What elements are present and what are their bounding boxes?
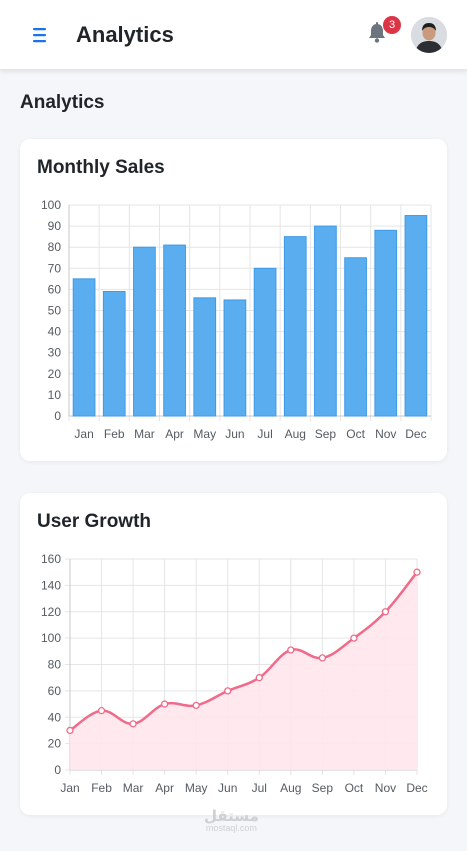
- sales-x-tick-label: Jul: [257, 427, 272, 441]
- growth-point-apr: [160, 700, 169, 708]
- user-growth-card: User Growth 0 20 40 60 80 100 120 140 160 Jan Feb M…: [20, 493, 447, 815]
- sales-x-tick-label: Jun: [225, 427, 244, 441]
- sales-y-tick-label: 70: [48, 261, 62, 275]
- watermark-text: مستقل: [204, 807, 259, 825]
- growth-x-tick-label: Aug: [280, 781, 301, 795]
- watermark-logo: مستقل mostaql.com: [204, 808, 259, 833]
- sales-y-tick-label: 60: [48, 282, 62, 296]
- sales-x-tick-label: Aug: [285, 427, 306, 441]
- growth-x-tick-label: Oct: [345, 781, 364, 795]
- page-title: Analytics: [20, 92, 105, 113]
- growth-y-tick-label: 140: [41, 578, 61, 592]
- sales-x-tick-label: Dec: [405, 427, 426, 441]
- monthly-sales-bar-chart: 0 10 20 30 40 50 60 70 80 90 100 Jan Feb Mar Apr May Jun…: [41, 198, 432, 441]
- sales-y-tick-label: 10: [48, 388, 62, 402]
- sales-y-tick-label: 80: [48, 240, 62, 254]
- growth-y-tick-label: 160: [41, 552, 61, 566]
- growth-x-tick-label: Jun: [218, 781, 237, 795]
- growth-x-tick-label: Apr: [155, 781, 174, 795]
- hamburger-menu-icon[interactable]: [30, 24, 50, 46]
- sales-x-tick-label: Jan: [74, 427, 93, 441]
- growth-point-jun: [224, 687, 232, 695]
- sales-bar-dec: [404, 215, 428, 417]
- user-avatar[interactable]: [411, 17, 447, 53]
- growth-y-tick-label: 100: [41, 631, 61, 645]
- sales-bar-may: [193, 297, 217, 417]
- sales-bar-aug: [283, 236, 307, 417]
- growth-area-fill: [70, 572, 417, 770]
- growth-point-feb: [97, 707, 106, 715]
- growth-point-oct: [350, 634, 358, 642]
- growth-y-tick-label: 80: [48, 658, 62, 672]
- sales-x-tick-label: Oct: [346, 427, 365, 441]
- growth-y-tick-label: 120: [41, 605, 61, 619]
- sales-y-tick-label: 0: [54, 409, 61, 423]
- growth-x-tick-label: Dec: [406, 781, 427, 795]
- sales-bar-jun: [223, 299, 247, 417]
- user-growth-line-chart: 0 20 40 60 80 100 120 140 160 Jan Feb Mar Apr May Jun J…: [41, 552, 428, 795]
- growth-point-jul: [255, 674, 263, 682]
- growth-x-tick-label: Sep: [312, 781, 334, 795]
- growth-x-tick-label: Nov: [375, 781, 396, 795]
- growth-y-tick-label: 0: [54, 763, 61, 777]
- sales-bar-jan: [72, 278, 96, 417]
- sales-y-tick-label: 90: [48, 219, 62, 233]
- sales-x-tick-label: May: [193, 427, 216, 441]
- growth-point-nov: [381, 608, 390, 616]
- sales-x-tick-label: Apr: [165, 427, 184, 441]
- growth-point-jan: [66, 726, 74, 735]
- sales-x-tick-label: Sep: [315, 427, 337, 441]
- top-app-bar: Analytics 3: [0, 0, 467, 70]
- growth-x-tick-label: Jul: [252, 781, 267, 795]
- growth-point-aug: [287, 646, 295, 654]
- sales-bar-mar: [133, 246, 156, 417]
- growth-point-may: [192, 701, 200, 710]
- sales-y-tick-label: 100: [41, 198, 61, 212]
- growth-point-sep: [318, 654, 327, 662]
- growth-y-tick-label: 20: [48, 737, 62, 751]
- notification-badge: 3: [383, 16, 401, 34]
- growth-x-tick-label: Mar: [123, 781, 144, 795]
- growth-point-dec: [413, 568, 421, 576]
- user-growth-title: User Growth: [37, 511, 152, 532]
- growth-y-tick-label: 60: [48, 684, 62, 698]
- app-title: Analytics: [76, 22, 174, 47]
- sales-bar-apr: [163, 244, 186, 417]
- bell-icon[interactable]: [364, 20, 390, 46]
- sales-x-tick-label: Mar: [134, 427, 155, 441]
- sales-bar-sep: [314, 225, 337, 417]
- monthly-sales-card: Monthly Sales 0 10 20 30 40 50 60 70 80 90 100 Jan F…: [20, 139, 447, 461]
- growth-point-mar: [129, 720, 137, 728]
- sales-y-tick-label: 40: [48, 325, 62, 339]
- sales-bar-nov: [374, 229, 398, 417]
- growth-x-tick-label: Jan: [60, 781, 79, 795]
- sales-bar-oct: [344, 257, 367, 417]
- sales-y-tick-label: 30: [48, 346, 62, 360]
- watermark-subtext: mostaql.com: [205, 823, 257, 833]
- growth-x-tick-label: Feb: [91, 781, 112, 795]
- sales-x-tick-label: Feb: [104, 427, 125, 441]
- sales-y-tick-label: 20: [48, 367, 62, 381]
- sales-bar-feb: [102, 291, 126, 417]
- growth-x-tick-label: May: [185, 781, 208, 795]
- sales-x-tick-label: Nov: [375, 427, 396, 441]
- monthly-sales-title: Monthly Sales: [37, 157, 165, 178]
- sales-y-tick-label: 50: [48, 304, 62, 318]
- growth-y-tick-label: 40: [48, 710, 62, 724]
- sales-bar-jul: [253, 267, 277, 417]
